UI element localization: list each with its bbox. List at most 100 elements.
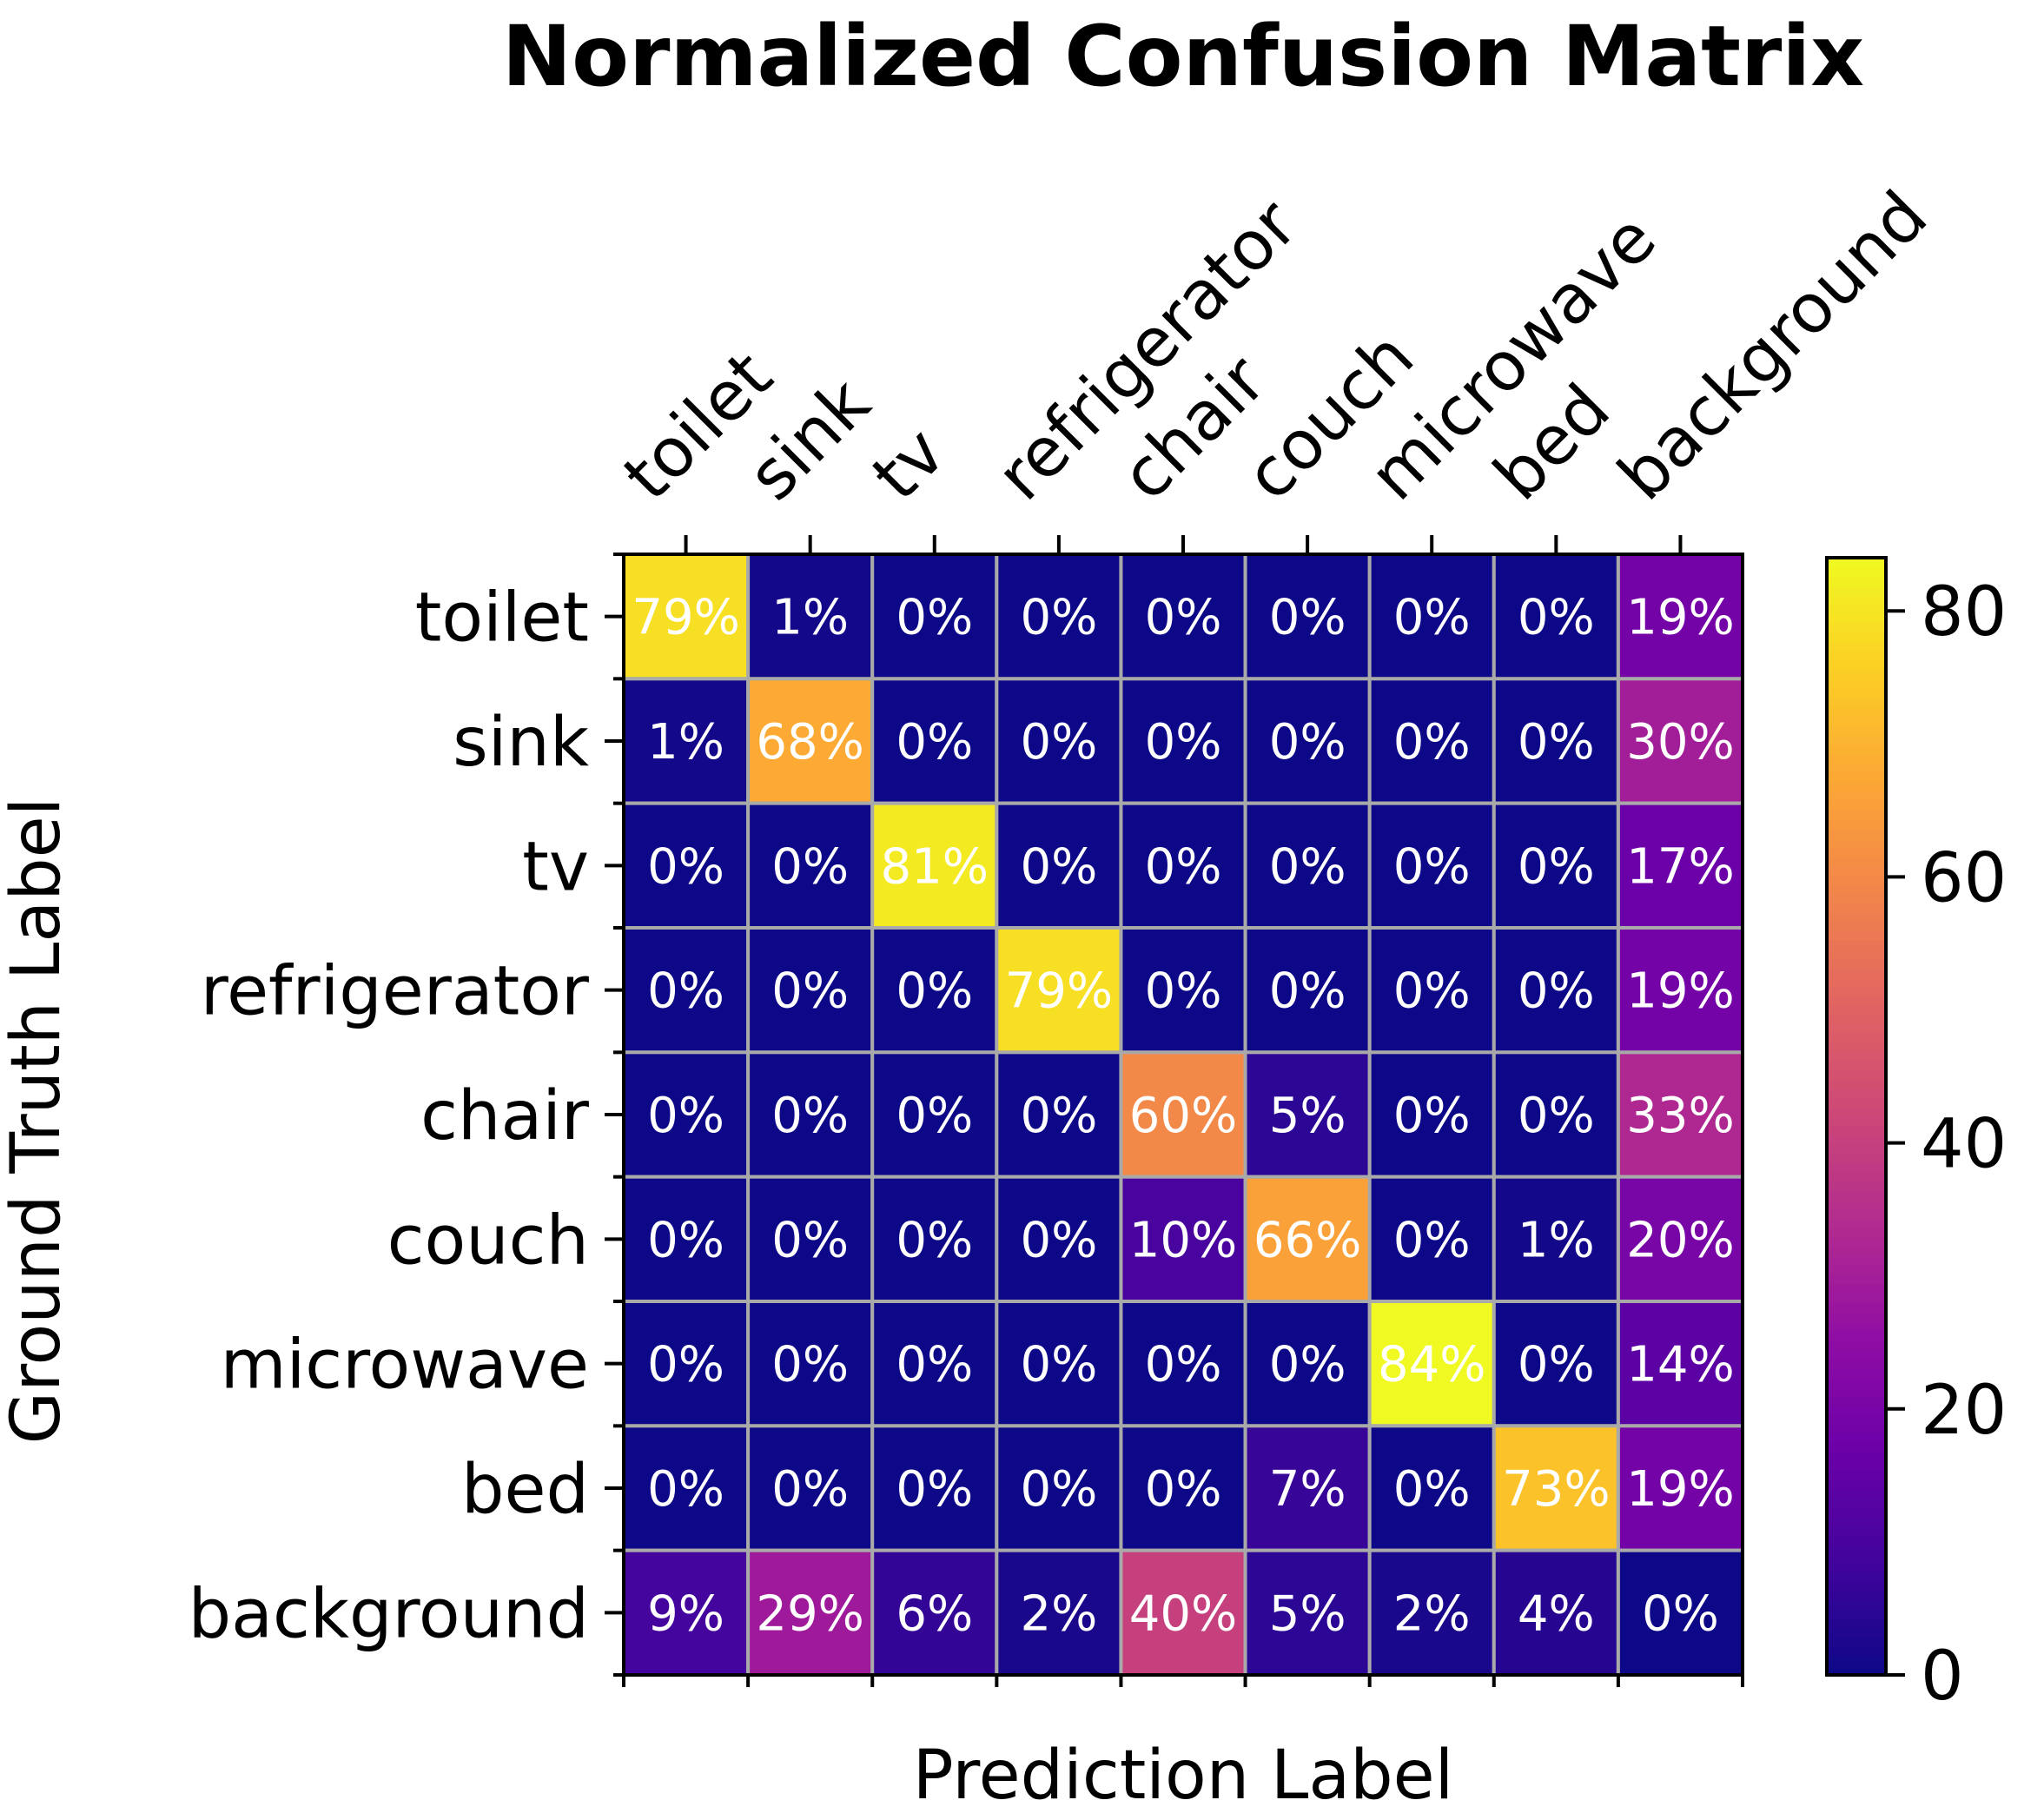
colorbar-segment [1827, 1618, 1886, 1630]
colorbar-segment [1827, 1535, 1886, 1545]
colorbar-segment [1827, 930, 1886, 941]
colorbar-segment [1827, 1544, 1886, 1555]
colorbar-segment [1827, 1293, 1886, 1304]
colorbar-segment [1827, 669, 1886, 680]
heatmap-cell [1243, 1175, 1372, 1303]
colorbar-frame [1825, 556, 1888, 1677]
colorbar-segment [1827, 1004, 1886, 1016]
colorbar-segment [1827, 1358, 1886, 1369]
heatmap-cell [1119, 1548, 1247, 1677]
colorbar-segment [1827, 939, 1886, 950]
x-tick-label: background [1604, 177, 1942, 516]
cell-value-label: 0% [1145, 1337, 1222, 1393]
colorbar-segment [1827, 902, 1886, 913]
cell-value-label: 0% [1020, 838, 1097, 895]
colorbar-segment [1827, 1088, 1886, 1099]
cell-value-label: 0% [1393, 590, 1471, 646]
colorbar-segment [1827, 1209, 1886, 1220]
colorbar-segment [1827, 874, 1886, 885]
cell-value-label: 0% [1269, 714, 1346, 771]
y-axis-label: Ground Truth Label [0, 797, 76, 1445]
colorbar-segment [1827, 1247, 1886, 1257]
colorbar-segment [1827, 716, 1886, 726]
heatmap-cell [1616, 677, 1745, 805]
cell-value-label: 10% [1129, 1212, 1237, 1268]
heatmap-cell [1119, 677, 1247, 805]
cell-value-label: 0% [647, 838, 724, 895]
heatmap-cell [1616, 1424, 1745, 1552]
heatmap-cell [1616, 1175, 1745, 1303]
heatmap-cell [995, 1548, 1123, 1677]
colorbar-segment [1827, 1433, 1886, 1444]
x-tick-label: toilet [609, 337, 787, 515]
x-axis-label: Prediction Label [913, 1737, 1454, 1815]
colorbar-segment [1827, 976, 1886, 987]
cell-value-label: 0% [1518, 1337, 1595, 1393]
colorbar-segment [1827, 1395, 1886, 1406]
cell-value-label: 0% [647, 963, 724, 1020]
colorbar-segment [1827, 613, 1886, 625]
cell-value-label: 0% [771, 963, 849, 1020]
colorbar-segment [1827, 790, 1886, 801]
colorbar-segment [1827, 1581, 1886, 1592]
heatmap-cell [1367, 1424, 1496, 1552]
colorbar-segment [1827, 1079, 1886, 1089]
colorbar-segment [1827, 1377, 1886, 1387]
cell-value-label: 6% [896, 1585, 973, 1642]
cell-value-label: 0% [647, 1088, 724, 1144]
cell-value-label: 0% [1020, 1212, 1097, 1268]
cell-value-label: 66% [1254, 1212, 1361, 1268]
colorbar-segment [1827, 1181, 1886, 1192]
heatmap-cell [746, 1548, 875, 1677]
cell-value-label: 84% [1378, 1337, 1485, 1393]
colorbar-segment [1827, 697, 1886, 708]
colorbar-segment [1827, 818, 1886, 829]
heatmap-cell [1243, 1050, 1372, 1179]
colorbar-segment [1827, 864, 1886, 876]
colorbar-segment [1827, 1656, 1886, 1667]
heatmap-cell [995, 801, 1123, 930]
colorbar-tick-label: 80 [1921, 573, 2007, 652]
y-tick-label: refrigerator [201, 953, 590, 1031]
cell-value-label: 0% [1518, 838, 1595, 895]
cell-value-label: 0% [1642, 1585, 1719, 1642]
plot-frame [622, 553, 1744, 1677]
heatmap-cell [870, 801, 999, 930]
cell-value-label: 0% [1393, 1461, 1471, 1518]
cell-value-label: 0% [1020, 1337, 1097, 1393]
cell-value-label: 1% [1518, 1212, 1595, 1268]
colorbar-segment [1827, 1348, 1886, 1360]
colorbar-segment [1827, 1413, 1886, 1425]
heatmap-cell [870, 1175, 999, 1303]
colorbar-segment [1827, 1116, 1886, 1127]
cell-value-label: 60% [1129, 1088, 1237, 1144]
heatmap-cell [1616, 1548, 1745, 1677]
colorbar-segment [1827, 706, 1886, 718]
cell-value-label: 5% [1269, 1585, 1346, 1642]
colorbar-segment [1827, 744, 1886, 755]
cell-value-label: 0% [771, 1337, 849, 1393]
colorbar-segment [1827, 688, 1886, 698]
y-tick-label: bed [461, 1451, 589, 1529]
cell-value-label: 0% [1145, 838, 1222, 895]
colorbar-segment [1827, 659, 1886, 671]
colorbar: 0 20 40 60 80 [1825, 556, 2007, 1716]
cell-value-label: 2% [1020, 1585, 1097, 1642]
cell-value-label: 0% [771, 1461, 849, 1518]
colorbar-tick-label: 40 [1921, 1106, 2007, 1184]
cell-value-label: 20% [1626, 1212, 1734, 1268]
colorbar-segment [1827, 911, 1886, 922]
heatmap-cell [622, 926, 751, 1055]
colorbar-segment [1827, 1609, 1886, 1620]
colorbar-segment [1827, 920, 1886, 931]
colorbar-segment [1827, 949, 1886, 959]
heatmap-cell [622, 801, 751, 930]
colorbar-segment [1827, 1162, 1886, 1174]
colorbar-segment [1827, 753, 1886, 764]
cell-value-label: 79% [632, 590, 739, 646]
colorbar-segment [1827, 1023, 1886, 1034]
heatmap-cell [1616, 926, 1745, 1055]
cell-value-label: 0% [896, 1212, 973, 1268]
cell-value-label: 79% [1005, 963, 1113, 1020]
colorbar-segment [1827, 846, 1886, 857]
